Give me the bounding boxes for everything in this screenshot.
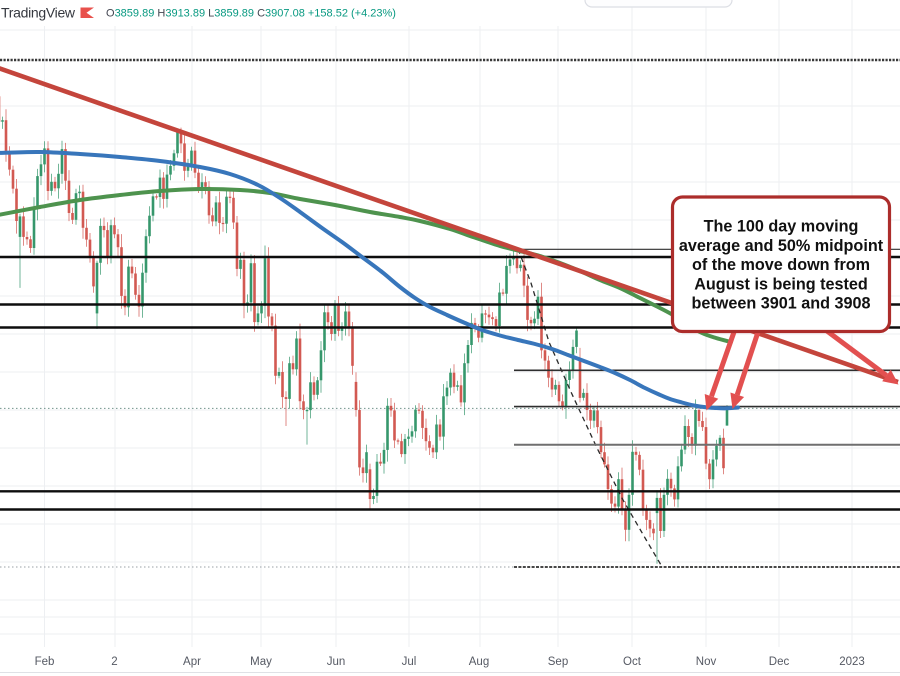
svg-text:Feb: Feb [35,656,55,668]
svg-text:TradingView: TradingView [1,5,76,21]
svg-text:May: May [250,656,272,668]
svg-text:Jul: Jul [402,656,417,668]
svg-text:O3859.89 H3913.89 L3859.89 C39: O3859.89 H3913.89 L3859.89 C3907.08 +158… [106,8,396,20]
svg-text:The 100 day moving: The 100 day moving [704,218,859,236]
svg-text:2023: 2023 [839,656,865,668]
svg-text:Dec: Dec [769,656,790,668]
svg-text:Aug: Aug [469,656,489,668]
svg-text:Apr: Apr [183,656,201,668]
svg-text:Oct: Oct [623,656,642,668]
svg-text:average and 50% midpoint: average and 50% midpoint [679,237,884,255]
svg-text:between 3901 and 3908: between 3901 and 3908 [691,295,870,313]
svg-text:2: 2 [111,656,117,668]
svg-text:Jun: Jun [327,656,346,668]
svg-text:August is being tested: August is being tested [694,275,868,293]
svg-text:Nov: Nov [696,656,717,668]
svg-text:Sep: Sep [548,656,568,668]
svg-text:of the move down from: of the move down from [692,256,870,274]
